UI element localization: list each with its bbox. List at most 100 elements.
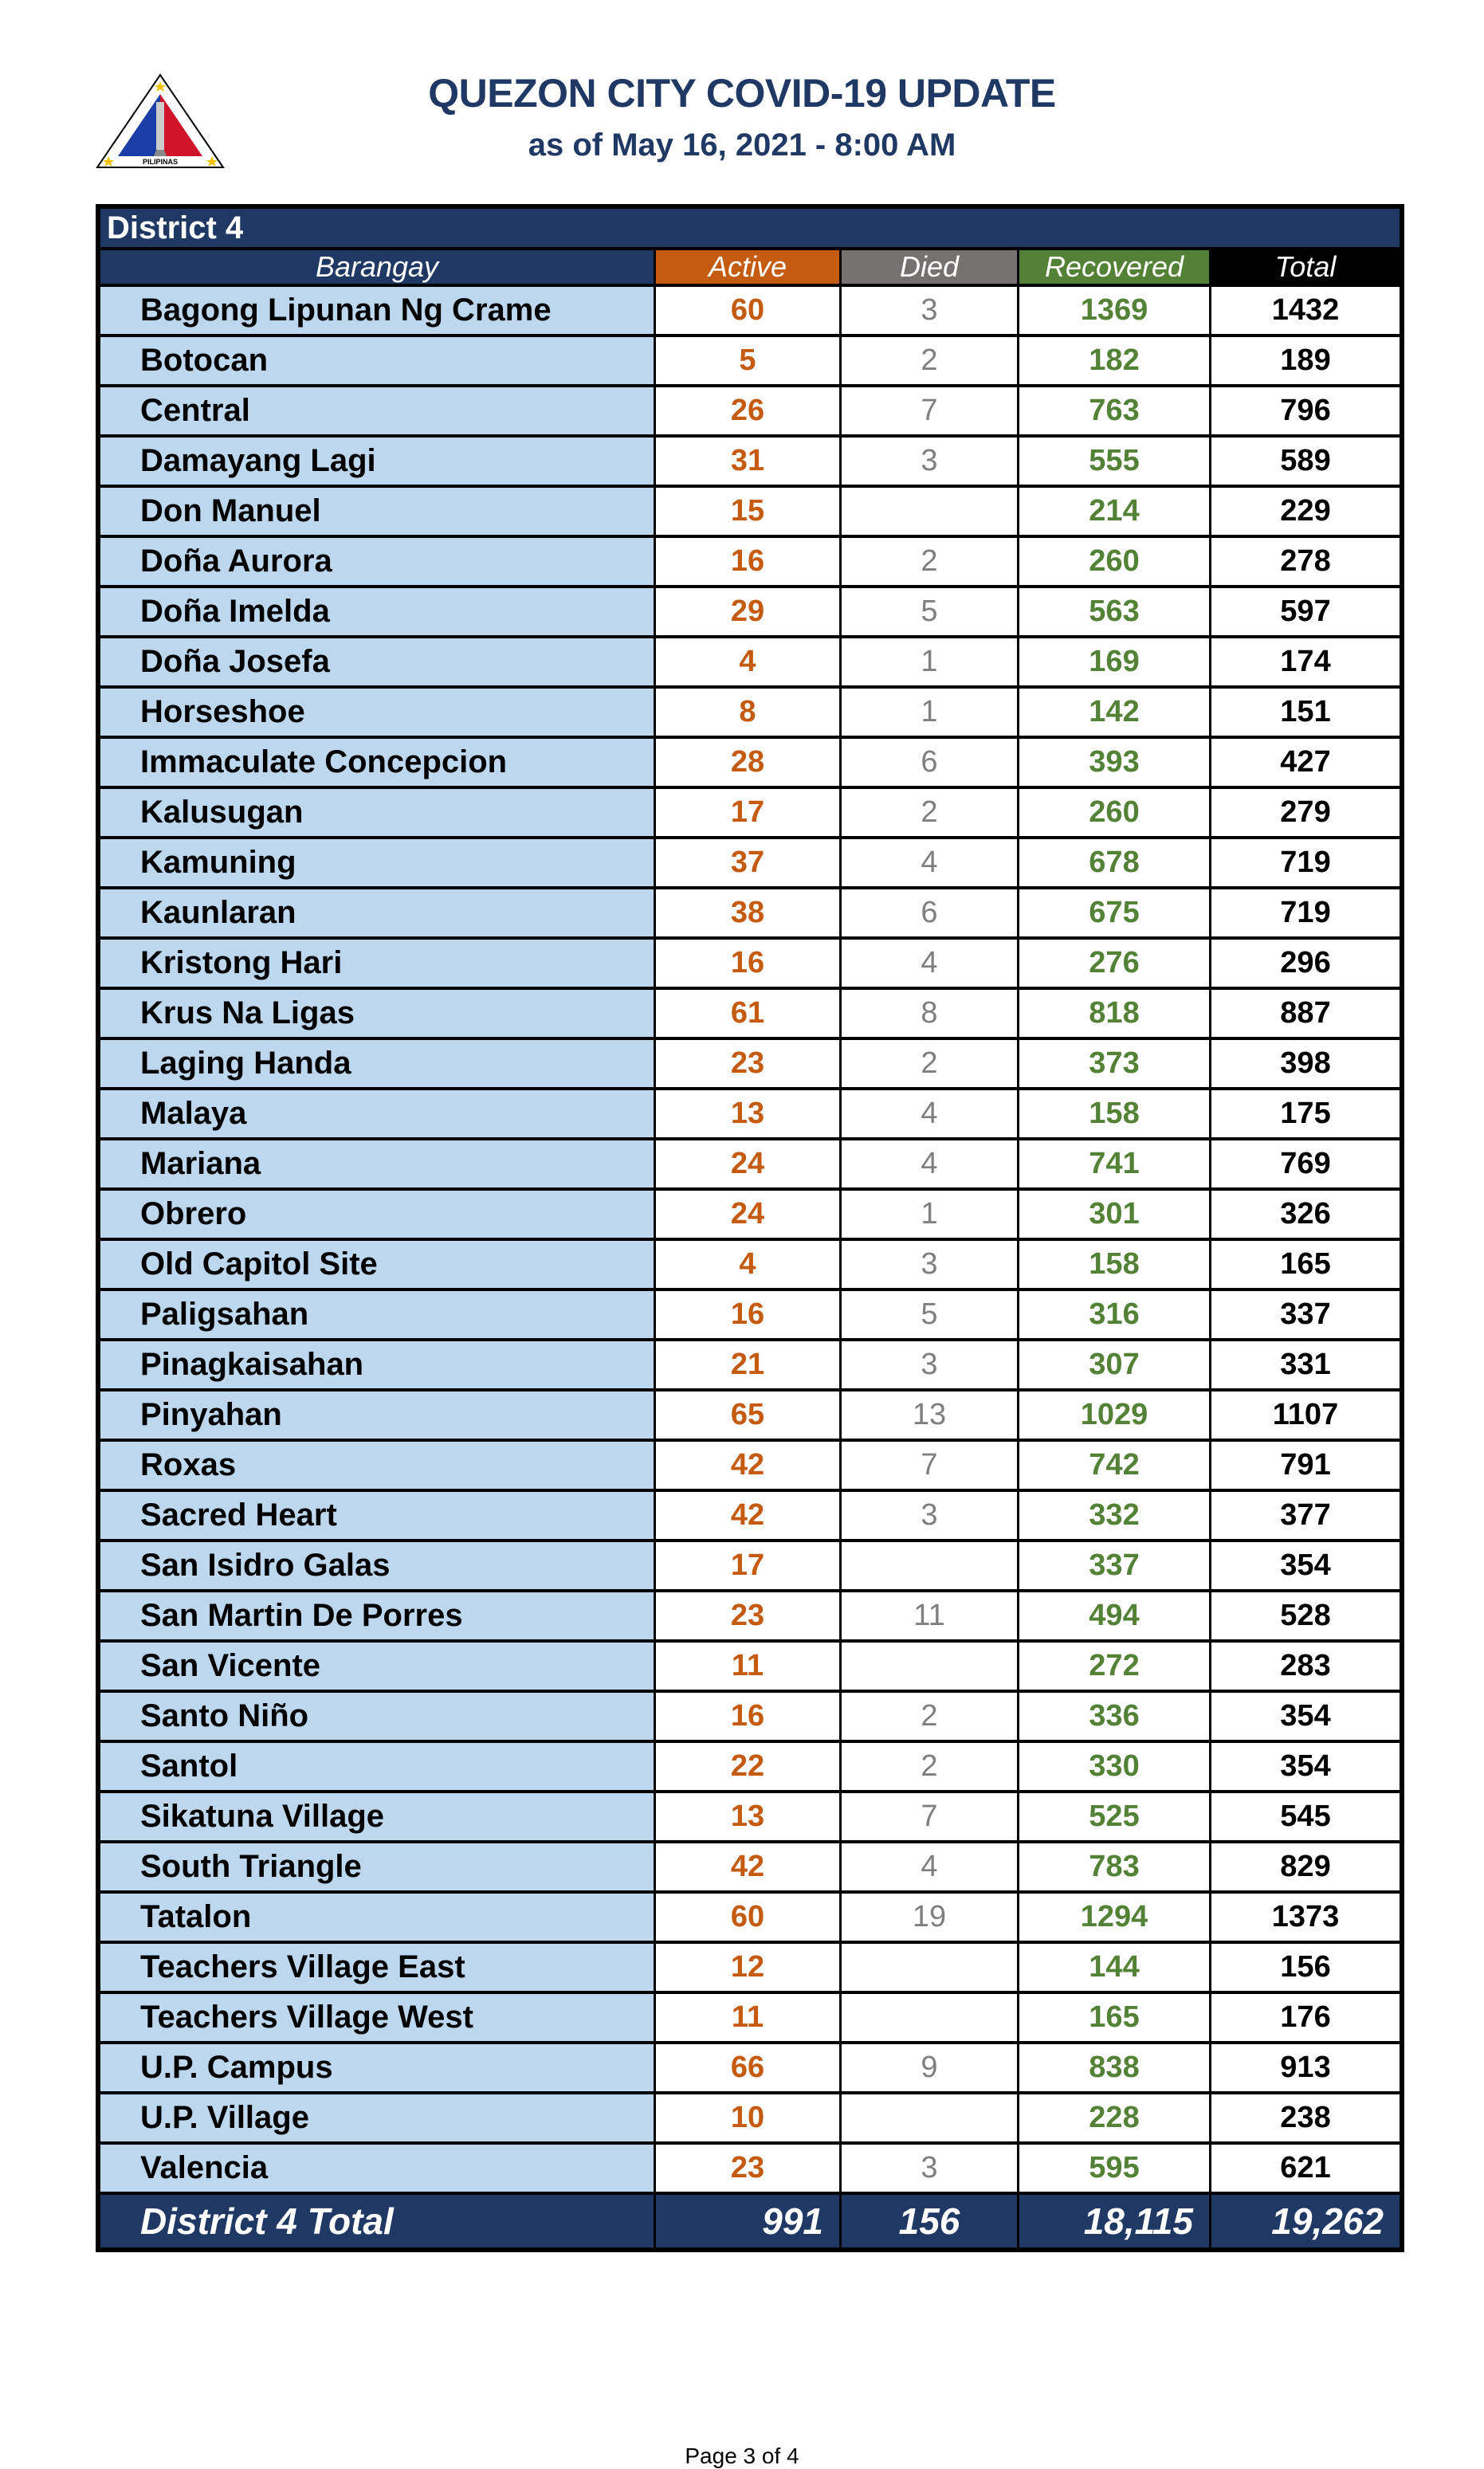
- recovered-cell: 336: [1019, 1693, 1209, 1740]
- barangay-name: Kalusugan: [100, 789, 654, 836]
- recovered-cell: 494: [1019, 1592, 1209, 1639]
- recovered-cell: 1294: [1019, 1894, 1209, 1941]
- barangay-name: San Martin De Porres: [100, 1592, 654, 1639]
- table-header-row: Barangay Active Died Recovered Total: [100, 250, 1400, 284]
- active-cell: 11: [656, 1643, 839, 1690]
- recovered-cell: 393: [1019, 739, 1209, 786]
- active-cell: 42: [656, 1843, 839, 1890]
- barangay-name: Valencia: [100, 2145, 654, 2192]
- active-cell: 12: [656, 1944, 839, 1991]
- died-cell: 4: [842, 1090, 1017, 1137]
- recovered-cell: 214: [1019, 488, 1209, 535]
- svg-text:PILIPINAS: PILIPINAS: [143, 158, 178, 166]
- recovered-cell: 316: [1019, 1291, 1209, 1338]
- table-row: Laging Handa 23 2 373 398: [100, 1040, 1400, 1087]
- table-row: South Triangle 42 4 783 829: [100, 1843, 1400, 1890]
- died-cell: 3: [842, 1492, 1017, 1539]
- column-header-barangay: Barangay: [100, 250, 654, 284]
- active-cell: 11: [656, 1994, 839, 2041]
- total-died: 156: [842, 2195, 1017, 2247]
- barangay-name: Bagong Lipunan Ng Crame: [100, 287, 654, 334]
- column-header-recovered: Recovered: [1019, 250, 1209, 284]
- died-cell: 1: [842, 638, 1017, 685]
- table-row: Kaunlaran 38 6 675 719: [100, 889, 1400, 936]
- table-row: Immaculate Concepcion 28 6 393 427: [100, 739, 1400, 786]
- barangay-name: Pinagkaisahan: [100, 1341, 654, 1388]
- table-row: Kalusugan 17 2 260 279: [100, 789, 1400, 836]
- active-cell: 8: [656, 689, 839, 736]
- recovered-cell: 330: [1019, 1743, 1209, 1790]
- barangay-name: Sacred Heart: [100, 1492, 654, 1539]
- table-row: Sikatuna Village 13 7 525 545: [100, 1793, 1400, 1840]
- active-cell: 4: [656, 1241, 839, 1288]
- active-cell: 16: [656, 1291, 839, 1338]
- page-number: Page 3 of 4: [685, 2443, 799, 2468]
- total-cell: 528: [1211, 1592, 1400, 1639]
- total-cell: 238: [1211, 2094, 1400, 2141]
- barangay-name: U.P. Village: [100, 2094, 654, 2141]
- total-cell: 229: [1211, 488, 1400, 535]
- died-cell: 7: [842, 387, 1017, 434]
- total-cell: 829: [1211, 1843, 1400, 1890]
- died-cell: 2: [842, 337, 1017, 384]
- table-row: U.P. Campus 66 9 838 913: [100, 2044, 1400, 2091]
- table-row: Doña Josefa 4 1 169 174: [100, 638, 1400, 685]
- column-header-died: Died: [842, 250, 1017, 284]
- table-row: San Martin De Porres 23 11 494 528: [100, 1592, 1400, 1639]
- active-cell: 65: [656, 1392, 839, 1439]
- barangay-name: Kaunlaran: [100, 889, 654, 936]
- table-row: San Vicente 11 272 283: [100, 1643, 1400, 1690]
- active-cell: 16: [656, 1693, 839, 1740]
- district-total-row: District 4 Total 991 156 18,115 19,262: [100, 2195, 1400, 2247]
- active-cell: 29: [656, 588, 839, 635]
- table-row: Malaya 13 4 158 175: [100, 1090, 1400, 1137]
- died-cell: 3: [842, 1341, 1017, 1388]
- died-cell: 6: [842, 889, 1017, 936]
- barangay-name: Botocan: [100, 337, 654, 384]
- total-total: 19,262: [1211, 2195, 1400, 2247]
- active-cell: 31: [656, 438, 839, 485]
- column-header-total: Total: [1211, 250, 1400, 284]
- total-cell: 597: [1211, 588, 1400, 635]
- barangay-name: Sikatuna Village: [100, 1793, 654, 1840]
- died-cell: [842, 2094, 1017, 2141]
- total-cell: 1432: [1211, 287, 1400, 334]
- total-cell: 719: [1211, 839, 1400, 886]
- active-cell: 10: [656, 2094, 839, 2141]
- recovered-cell: 301: [1019, 1191, 1209, 1238]
- died-cell: 2: [842, 1743, 1017, 1790]
- barangay-name: Doña Aurora: [100, 538, 654, 585]
- recovered-cell: 142: [1019, 689, 1209, 736]
- active-cell: 22: [656, 1743, 839, 1790]
- active-cell: 23: [656, 1040, 839, 1087]
- table-row: Damayang Lagi 31 3 555 589: [100, 438, 1400, 485]
- table-row: Paligsahan 16 5 316 337: [100, 1291, 1400, 1338]
- table-row: U.P. Village 10 228 238: [100, 2094, 1400, 2141]
- table-row: Krus Na Ligas 61 8 818 887: [100, 990, 1400, 1037]
- total-cell: 769: [1211, 1140, 1400, 1187]
- active-cell: 23: [656, 2145, 839, 2192]
- total-cell: 283: [1211, 1643, 1400, 1690]
- district-heading: District 4: [100, 209, 1400, 247]
- active-cell: 28: [656, 739, 839, 786]
- died-cell: [842, 1944, 1017, 1991]
- active-cell: 24: [656, 1140, 839, 1187]
- total-cell: 354: [1211, 1743, 1400, 1790]
- total-cell: 354: [1211, 1542, 1400, 1589]
- active-cell: 38: [656, 889, 839, 936]
- table-row: Santol 22 2 330 354: [100, 1743, 1400, 1790]
- table-body: Bagong Lipunan Ng Crame 60 3 1369 1432 Botoca…: [100, 287, 1400, 2192]
- barangay-name: Santol: [100, 1743, 654, 1790]
- total-cell: 174: [1211, 638, 1400, 685]
- barangay-name: Central: [100, 387, 654, 434]
- active-cell: 42: [656, 1492, 839, 1539]
- died-cell: 6: [842, 739, 1017, 786]
- active-cell: 42: [656, 1442, 839, 1489]
- recovered-cell: 741: [1019, 1140, 1209, 1187]
- total-cell: 719: [1211, 889, 1400, 936]
- died-cell: 19: [842, 1894, 1017, 1941]
- died-cell: 9: [842, 2044, 1017, 2091]
- died-cell: 2: [842, 789, 1017, 836]
- table-row: Tatalon 60 19 1294 1373: [100, 1894, 1400, 1941]
- total-cell: 296: [1211, 940, 1400, 987]
